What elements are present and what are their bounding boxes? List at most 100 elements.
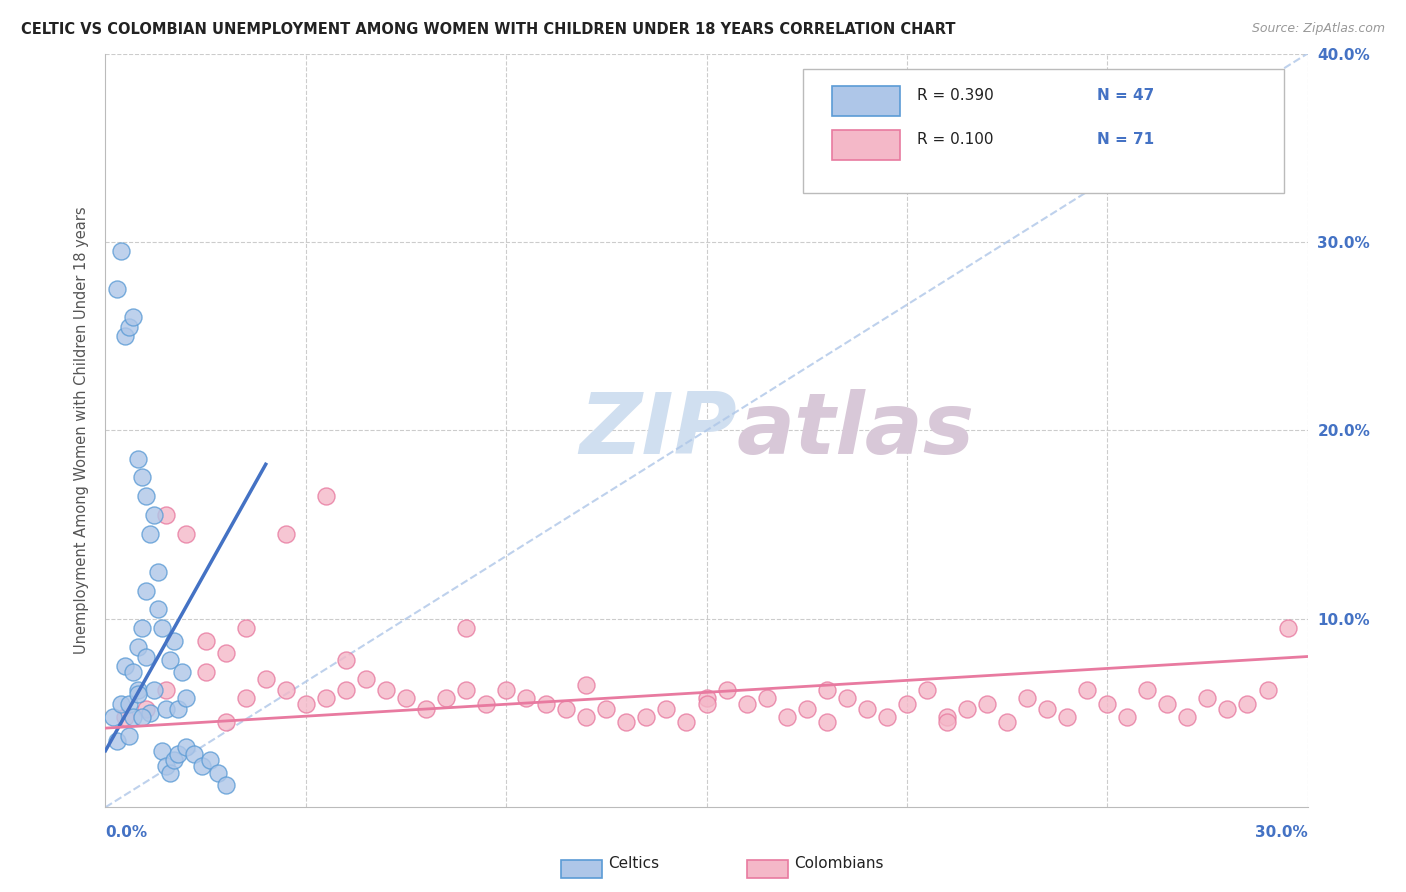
- Point: [534, 697, 557, 711]
- Point: [636, 710, 658, 724]
- Point: [815, 683, 838, 698]
- Point: [815, 715, 838, 730]
- Point: [183, 747, 205, 762]
- Point: [1177, 710, 1199, 724]
- Y-axis label: Unemployment Among Women with Children Under 18 years: Unemployment Among Women with Children U…: [75, 207, 90, 654]
- Point: [174, 690, 197, 705]
- Point: [915, 683, 938, 698]
- Point: [166, 702, 188, 716]
- Point: [675, 715, 697, 730]
- Point: [155, 702, 177, 716]
- Text: 0.0%: 0.0%: [105, 825, 148, 840]
- Point: [976, 697, 998, 711]
- Point: [995, 715, 1018, 730]
- Point: [716, 683, 738, 698]
- Point: [194, 665, 217, 679]
- Point: [110, 697, 132, 711]
- Point: [855, 702, 877, 716]
- Point: [776, 710, 799, 724]
- Point: [174, 739, 197, 754]
- Point: [655, 702, 678, 716]
- Point: [122, 710, 145, 724]
- Point: [131, 470, 153, 484]
- Text: Colombians: Colombians: [794, 856, 884, 871]
- Point: [1236, 697, 1258, 711]
- Point: [118, 319, 141, 334]
- Point: [1036, 702, 1059, 716]
- Point: [956, 702, 979, 716]
- Point: [135, 649, 157, 664]
- Point: [555, 702, 578, 716]
- Point: [142, 683, 165, 698]
- Point: [254, 672, 277, 686]
- Point: [1017, 690, 1039, 705]
- Point: [936, 710, 959, 724]
- Point: [127, 451, 149, 466]
- FancyBboxPatch shape: [803, 69, 1284, 193]
- Point: [755, 690, 778, 705]
- Point: [1216, 702, 1239, 716]
- Point: [876, 710, 898, 724]
- Point: [214, 715, 236, 730]
- Point: [114, 710, 136, 724]
- Point: [415, 702, 437, 716]
- Point: [335, 653, 357, 667]
- FancyBboxPatch shape: [748, 860, 789, 878]
- Point: [1076, 683, 1098, 698]
- Point: [936, 715, 959, 730]
- Point: [696, 690, 718, 705]
- Point: [114, 329, 136, 343]
- Point: [162, 753, 184, 767]
- Point: [127, 687, 149, 701]
- Point: [138, 706, 160, 720]
- Point: [1277, 621, 1299, 635]
- Point: [155, 683, 177, 698]
- Point: [274, 683, 297, 698]
- Text: 30.0%: 30.0%: [1254, 825, 1308, 840]
- Text: R = 0.390: R = 0.390: [917, 88, 994, 103]
- Point: [575, 710, 598, 724]
- FancyBboxPatch shape: [561, 860, 602, 878]
- Point: [1257, 683, 1279, 698]
- Point: [354, 672, 377, 686]
- Point: [118, 697, 141, 711]
- Point: [454, 621, 477, 635]
- Point: [142, 508, 165, 523]
- Point: [454, 683, 477, 698]
- Point: [274, 527, 297, 541]
- Point: [131, 621, 153, 635]
- Point: [174, 527, 197, 541]
- Point: [107, 734, 129, 748]
- Point: [235, 690, 257, 705]
- Point: [1197, 690, 1219, 705]
- Point: [1116, 710, 1139, 724]
- Point: [515, 690, 537, 705]
- FancyBboxPatch shape: [831, 129, 900, 160]
- Point: [214, 646, 236, 660]
- Point: [170, 665, 193, 679]
- Point: [595, 702, 617, 716]
- Text: N = 71: N = 71: [1097, 132, 1154, 147]
- Point: [235, 621, 257, 635]
- Point: [315, 690, 337, 705]
- Point: [146, 565, 169, 579]
- Point: [122, 310, 145, 325]
- Text: N = 47: N = 47: [1097, 88, 1154, 103]
- Point: [155, 508, 177, 523]
- Point: [127, 683, 149, 698]
- Text: CELTIC VS COLOMBIAN UNEMPLOYMENT AMONG WOMEN WITH CHILDREN UNDER 18 YEARS CORREL: CELTIC VS COLOMBIAN UNEMPLOYMENT AMONG W…: [21, 22, 956, 37]
- Point: [575, 678, 598, 692]
- Point: [135, 583, 157, 598]
- Point: [162, 634, 184, 648]
- Text: R = 0.100: R = 0.100: [917, 132, 994, 147]
- Point: [495, 683, 517, 698]
- Point: [122, 665, 145, 679]
- Point: [214, 778, 236, 792]
- Point: [616, 715, 638, 730]
- Point: [194, 634, 217, 648]
- Point: [135, 489, 157, 503]
- Point: [896, 697, 918, 711]
- Point: [150, 744, 173, 758]
- Point: [159, 766, 181, 780]
- Point: [131, 710, 153, 724]
